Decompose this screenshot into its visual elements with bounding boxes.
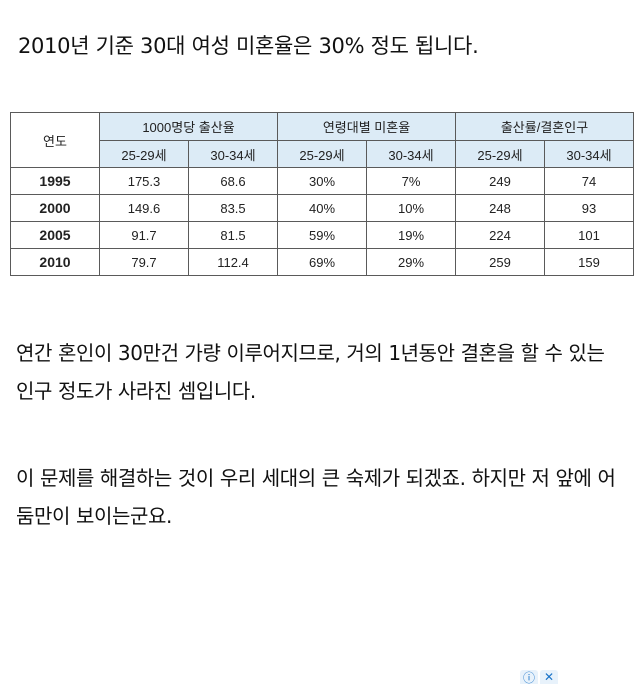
table-cell: 224 [455, 221, 545, 249]
year-header: 연도 [10, 112, 100, 168]
table-cell: 68.6 [188, 167, 278, 195]
table-cell: 69% [277, 248, 367, 276]
table-cell: 93 [544, 194, 634, 222]
paragraph: 연간 혼인이 30만건 가량 이루어지므로, 거의 1년동안 결혼을 할 수 있… [16, 341, 605, 403]
table-cell: 19% [366, 221, 456, 249]
table-cell: 91.7 [99, 221, 189, 249]
subheader: 25-29세 [277, 140, 367, 168]
table-cell: 159 [544, 248, 634, 276]
table-cell: 79.7 [99, 248, 189, 276]
table-cell: 101 [544, 221, 634, 249]
table-cell: 249 [455, 167, 545, 195]
subheader: 30-34세 [188, 140, 278, 168]
table-row: 2010 79.7 112.4 69% 29% 259 159 [10, 248, 634, 276]
table-row: 1995 175.3 68.6 30% 7% 249 74 [10, 167, 634, 195]
subheader: 25-29세 [455, 140, 545, 168]
year-cell: 1995 [10, 167, 100, 195]
table-cell: 74 [544, 167, 634, 195]
table-row: 2000 149.6 83.5 40% 10% 248 93 [10, 194, 634, 222]
group-header-unmarried-rate: 연령대별 미혼율 [277, 112, 456, 141]
year-cell: 2010 [10, 248, 100, 276]
table-cell: 30% [277, 167, 367, 195]
group-header-birth-rate: 1000명당 출산율 [99, 112, 278, 141]
subheader: 30-34세 [544, 140, 634, 168]
statistics-table: 연도 1000명당 출산율 연령대별 미혼율 출산률/결혼인구 25-29세 3… [10, 112, 634, 276]
table-cell: 10% [366, 194, 456, 222]
table-cell: 59% [277, 221, 367, 249]
table-cell: 259 [455, 248, 545, 276]
table-cell: 81.5 [188, 221, 278, 249]
table-row: 2005 91.7 81.5 59% 19% 224 101 [10, 221, 634, 249]
table-cell: 149.6 [99, 194, 189, 222]
table-cell: 112.4 [188, 248, 278, 276]
statistics-table-wrapper: 연도 1000명당 출산율 연령대별 미혼율 출산률/결혼인구 25-29세 3… [10, 112, 634, 276]
table-cell: 29% [366, 248, 456, 276]
table-cell: 83.5 [188, 194, 278, 222]
table-cell: 175.3 [99, 167, 189, 195]
table-cell: 7% [366, 167, 456, 195]
year-cell: 2000 [10, 194, 100, 222]
year-cell: 2005 [10, 221, 100, 249]
table-cell: 40% [277, 194, 367, 222]
info-icon[interactable]: ⓘ [520, 670, 538, 685]
paragraph: 이 문제를 해결하는 것이 우리 세대의 큰 숙제가 되겠죠. 하지만 저 앞에… [16, 466, 616, 528]
subheader: 30-34세 [366, 140, 456, 168]
group-header-birth-per-married: 출산률/결혼인구 [455, 112, 634, 141]
table-cell: 248 [455, 194, 545, 222]
ad-controls: ⓘ ✕ [520, 670, 558, 685]
close-icon[interactable]: ✕ [540, 670, 558, 684]
headline: 2010년 기준 30대 여성 미혼율은 30% 정도 됩니다. [18, 34, 479, 58]
subheader: 25-29세 [99, 140, 189, 168]
